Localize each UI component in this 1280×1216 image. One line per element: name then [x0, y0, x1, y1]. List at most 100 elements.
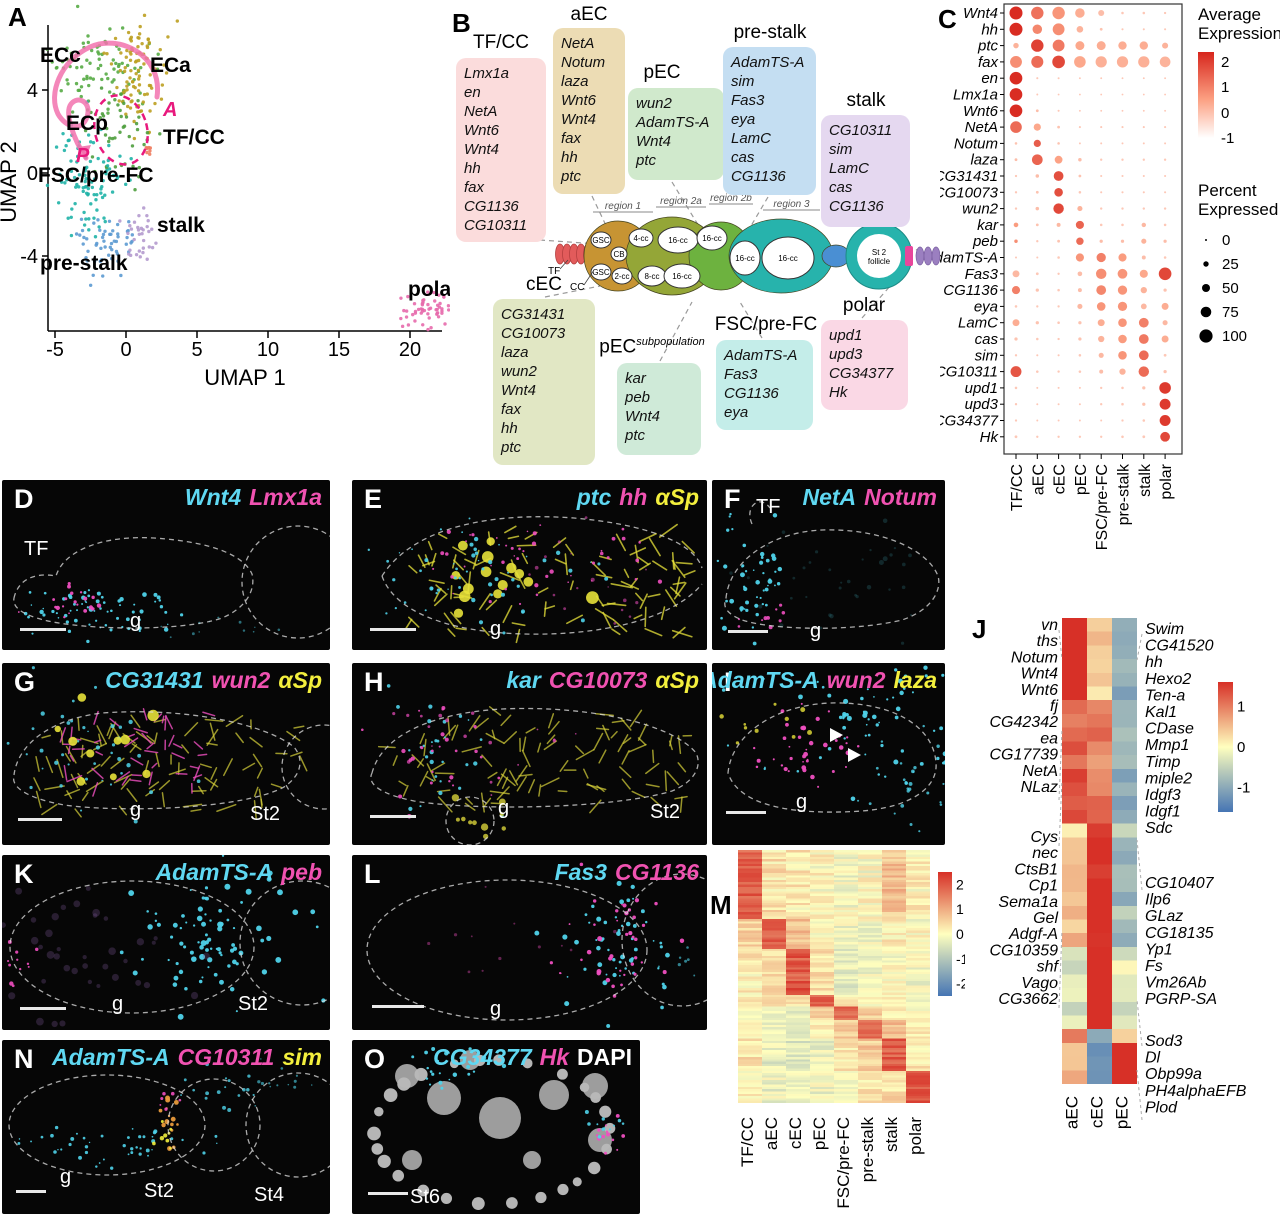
dot: [1138, 366, 1150, 377]
avg-expr-title2: Expression: [1198, 24, 1280, 43]
gene-label: fax: [978, 54, 999, 71]
dot: [1078, 386, 1081, 389]
dot: [1014, 174, 1018, 178]
panel-b-letter: B: [452, 8, 471, 38]
dot: [1014, 207, 1018, 210]
stain-label: CG10311: [177, 1044, 275, 1070]
dot: [1036, 403, 1039, 406]
dot: [1054, 188, 1063, 197]
dot: [1078, 191, 1082, 194]
connector-line: [659, 301, 693, 362]
micrograph-G: G CG31431 wun2 αSp g St2: [2, 663, 330, 845]
gene-label: Wnt4: [963, 5, 998, 22]
fx-dots: [549, 862, 685, 998]
dot: [1118, 334, 1127, 344]
dot: [1096, 41, 1106, 51]
gene-label: Hk: [980, 429, 1000, 446]
gene-label: hh: [981, 21, 998, 38]
cluster-label-FSC/pre-FC: FSC/pre-FC: [38, 164, 154, 187]
gene-label: eya: [974, 298, 998, 315]
dot: [1164, 126, 1167, 129]
stain-label: hh: [619, 484, 648, 510]
celltype-label: stalk: [1137, 463, 1154, 497]
anatomy-label-g: g: [498, 797, 510, 819]
dot: [1161, 302, 1169, 310]
dot: [1009, 6, 1023, 20]
dot: [1099, 27, 1103, 31]
dot: [1036, 305, 1039, 308]
dot: [1013, 42, 1019, 49]
dot: [1121, 419, 1124, 422]
dot: [1163, 207, 1167, 210]
dot: [1142, 142, 1145, 145]
gene-name: CG1136: [724, 385, 779, 402]
avg-expr-title: Average: [1198, 5, 1261, 24]
gene-label: Lmx1a: [953, 87, 998, 104]
stain-label: ptc: [576, 484, 612, 510]
fx-dots: [451, 537, 599, 618]
dot: [1013, 222, 1019, 228]
dot: [1035, 190, 1039, 194]
leader-line: [1058, 929, 1063, 1009]
x-tick-label: 20: [399, 339, 421, 361]
colorbar-tick: 2: [956, 876, 964, 892]
leader-line: [1058, 779, 1063, 847]
fx-dots: [6, 940, 39, 988]
dot: [1035, 288, 1039, 292]
dot: [1142, 174, 1145, 178]
j-gene-label: Hexo2: [1145, 671, 1191, 688]
dot: [1010, 121, 1022, 133]
scale-bar: [728, 630, 768, 633]
stain-label: CG1136: [615, 859, 699, 885]
dot: [1078, 174, 1082, 178]
gene-name: NetA: [464, 103, 498, 120]
pct-tick: 0: [1222, 232, 1230, 249]
pct-title: Percent: [1198, 181, 1257, 200]
dot: [1031, 39, 1044, 52]
dot: [1159, 56, 1171, 68]
j-gene-label: Fs: [1145, 958, 1163, 975]
gene-name: Wnt6: [464, 122, 500, 139]
dot: [1014, 256, 1018, 259]
j-gene-label: Obp99a: [1145, 1066, 1202, 1083]
colorbar-tick: 0: [956, 926, 964, 942]
colorbar-tick: 0: [1237, 739, 1245, 756]
dot: [1100, 403, 1103, 406]
panel-title: kar CG10073 αSp: [498, 667, 699, 694]
panel-d-letter: D: [14, 484, 34, 514]
dot: [1140, 303, 1147, 310]
gene-name: NetA: [561, 35, 595, 52]
dot: [1163, 239, 1167, 243]
dot: [1077, 303, 1083, 309]
gene-name: Wnt4: [636, 133, 672, 150]
dot: [1078, 354, 1082, 357]
j-gene-label: CDase: [1145, 721, 1194, 738]
dot: [1057, 435, 1060, 438]
dot: [1164, 142, 1167, 145]
umap-plot: -5 0 5 10 15 20 -4 0 4 UMAP 1 UMAP 2 ECc ECa ECp TF/CC…: [0, 4, 450, 390]
dot: [1075, 220, 1084, 229]
gene-name: Wnt4: [625, 408, 661, 425]
gene-name: peb: [625, 389, 651, 406]
x-tick-label: 0: [120, 339, 131, 361]
dot: [1078, 370, 1082, 373]
gene-label: AdamTS-A: [940, 250, 998, 267]
gene-label: CG1136: [943, 282, 998, 299]
dot: [1014, 419, 1018, 422]
pct-title2: Expressed: [1198, 200, 1278, 219]
scale-bar: [20, 628, 66, 631]
anatomy-label-g: g: [490, 998, 502, 1020]
stain-label: AdamTS-A: [155, 859, 274, 885]
dot: [1009, 88, 1023, 101]
j-gene-label: Ten-a: [1145, 687, 1185, 704]
dot: [1057, 321, 1060, 324]
ecp-dashed-ellipse: [93, 94, 149, 166]
celltype-label: FSC/pre-FC: [1094, 464, 1111, 550]
cyst-label: 2-cc: [614, 272, 629, 281]
stain-label: Hk: [539, 1044, 570, 1070]
fx-dots: [2, 885, 210, 1028]
anatomy-label-St6: St6: [410, 1186, 441, 1208]
j-gene-label: Adgf-A: [1008, 926, 1058, 943]
dot: [1009, 71, 1023, 85]
gene-name: CG1136: [464, 198, 519, 215]
